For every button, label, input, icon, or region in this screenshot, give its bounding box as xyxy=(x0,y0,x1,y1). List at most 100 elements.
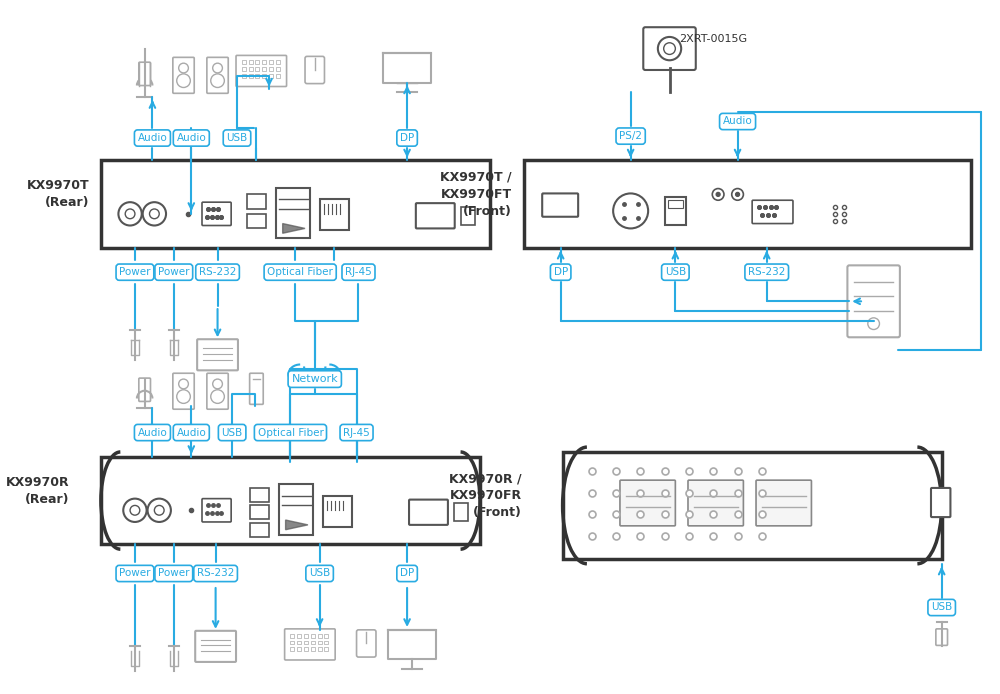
FancyBboxPatch shape xyxy=(139,378,150,401)
Text: Power: Power xyxy=(119,267,151,277)
Text: Audio: Audio xyxy=(176,428,206,437)
Text: USB: USB xyxy=(665,267,686,277)
FancyBboxPatch shape xyxy=(276,187,310,238)
FancyBboxPatch shape xyxy=(262,60,266,64)
Text: USB: USB xyxy=(222,428,243,437)
FancyBboxPatch shape xyxy=(304,641,308,645)
FancyBboxPatch shape xyxy=(409,500,448,525)
FancyBboxPatch shape xyxy=(195,631,236,662)
FancyBboxPatch shape xyxy=(620,480,675,526)
FancyBboxPatch shape xyxy=(665,197,686,225)
FancyBboxPatch shape xyxy=(311,648,315,651)
FancyBboxPatch shape xyxy=(101,160,490,248)
Text: RS-232: RS-232 xyxy=(748,267,785,277)
FancyBboxPatch shape xyxy=(752,201,793,223)
FancyBboxPatch shape xyxy=(173,58,194,93)
FancyBboxPatch shape xyxy=(202,202,231,226)
FancyBboxPatch shape xyxy=(269,67,273,71)
FancyBboxPatch shape xyxy=(236,56,287,87)
Text: KX9970R /
KX9970FR
(Front): KX9970R / KX9970FR (Front) xyxy=(449,472,522,519)
Text: KX9970R
(Rear): KX9970R (Rear) xyxy=(6,476,70,506)
FancyBboxPatch shape xyxy=(324,641,328,645)
Text: DP: DP xyxy=(554,267,568,277)
FancyBboxPatch shape xyxy=(269,74,273,78)
FancyBboxPatch shape xyxy=(250,373,263,405)
Text: Audio: Audio xyxy=(176,133,206,143)
FancyBboxPatch shape xyxy=(311,634,315,638)
FancyBboxPatch shape xyxy=(318,648,322,651)
FancyBboxPatch shape xyxy=(242,60,246,64)
Polygon shape xyxy=(283,223,305,233)
FancyBboxPatch shape xyxy=(643,27,696,70)
Text: Network: Network xyxy=(291,374,338,384)
FancyBboxPatch shape xyxy=(276,74,280,78)
FancyBboxPatch shape xyxy=(936,629,948,645)
FancyBboxPatch shape xyxy=(242,67,246,71)
Text: Audio: Audio xyxy=(138,133,167,143)
FancyBboxPatch shape xyxy=(247,194,266,209)
FancyBboxPatch shape xyxy=(276,60,280,64)
FancyBboxPatch shape xyxy=(207,373,228,409)
Text: USB: USB xyxy=(309,568,330,579)
Text: RS-232: RS-232 xyxy=(199,267,236,277)
FancyBboxPatch shape xyxy=(320,199,349,230)
FancyBboxPatch shape xyxy=(668,201,683,208)
FancyBboxPatch shape xyxy=(250,488,269,502)
Polygon shape xyxy=(286,520,308,530)
FancyBboxPatch shape xyxy=(255,67,259,71)
FancyBboxPatch shape xyxy=(931,488,950,517)
FancyBboxPatch shape xyxy=(269,60,273,64)
Circle shape xyxy=(716,192,720,196)
Text: USB: USB xyxy=(226,133,248,143)
FancyBboxPatch shape xyxy=(262,74,266,78)
FancyBboxPatch shape xyxy=(255,74,259,78)
FancyBboxPatch shape xyxy=(139,62,150,85)
FancyBboxPatch shape xyxy=(542,194,578,217)
FancyBboxPatch shape xyxy=(304,648,308,651)
Text: Audio: Audio xyxy=(138,428,167,437)
Text: KX9970T
(Rear): KX9970T (Rear) xyxy=(27,179,89,210)
Text: RS-232: RS-232 xyxy=(197,568,234,579)
FancyBboxPatch shape xyxy=(416,203,455,228)
FancyBboxPatch shape xyxy=(101,457,480,544)
FancyBboxPatch shape xyxy=(297,641,301,645)
Text: Optical Fiber: Optical Fiber xyxy=(258,428,323,437)
Text: Power: Power xyxy=(158,267,190,277)
FancyBboxPatch shape xyxy=(207,58,228,93)
FancyBboxPatch shape xyxy=(249,60,253,64)
FancyBboxPatch shape xyxy=(688,480,743,526)
Text: PS/2: PS/2 xyxy=(619,131,642,141)
FancyBboxPatch shape xyxy=(242,74,246,78)
FancyBboxPatch shape xyxy=(563,452,942,559)
FancyBboxPatch shape xyxy=(173,373,194,409)
FancyBboxPatch shape xyxy=(461,207,475,225)
FancyBboxPatch shape xyxy=(756,480,811,526)
FancyBboxPatch shape xyxy=(262,67,266,71)
Text: RJ-45: RJ-45 xyxy=(345,267,372,277)
Text: RJ-45: RJ-45 xyxy=(343,428,370,437)
FancyBboxPatch shape xyxy=(297,634,301,638)
FancyBboxPatch shape xyxy=(290,641,294,645)
Text: DP: DP xyxy=(400,568,414,579)
Text: USB: USB xyxy=(931,602,952,613)
FancyBboxPatch shape xyxy=(304,634,308,638)
Text: Audio: Audio xyxy=(723,117,752,126)
FancyBboxPatch shape xyxy=(279,484,313,534)
FancyBboxPatch shape xyxy=(250,523,269,536)
FancyBboxPatch shape xyxy=(297,648,301,651)
FancyBboxPatch shape xyxy=(324,634,328,638)
FancyBboxPatch shape xyxy=(197,339,238,371)
FancyBboxPatch shape xyxy=(454,503,468,521)
FancyBboxPatch shape xyxy=(524,160,971,248)
FancyBboxPatch shape xyxy=(847,265,900,337)
FancyBboxPatch shape xyxy=(276,67,280,71)
Circle shape xyxy=(736,192,740,196)
FancyBboxPatch shape xyxy=(318,641,322,645)
Text: 2XRT-0015G: 2XRT-0015G xyxy=(679,34,747,44)
Text: Power: Power xyxy=(158,568,190,579)
FancyBboxPatch shape xyxy=(323,496,352,527)
FancyBboxPatch shape xyxy=(255,60,259,64)
FancyBboxPatch shape xyxy=(202,498,231,522)
Text: KX9970T /
KX9970FT
(Front): KX9970T / KX9970FT (Front) xyxy=(440,171,512,218)
FancyBboxPatch shape xyxy=(318,634,322,638)
